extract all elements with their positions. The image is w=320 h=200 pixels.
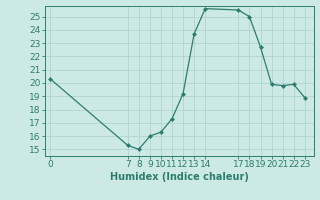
X-axis label: Humidex (Indice chaleur): Humidex (Indice chaleur) <box>110 172 249 182</box>
